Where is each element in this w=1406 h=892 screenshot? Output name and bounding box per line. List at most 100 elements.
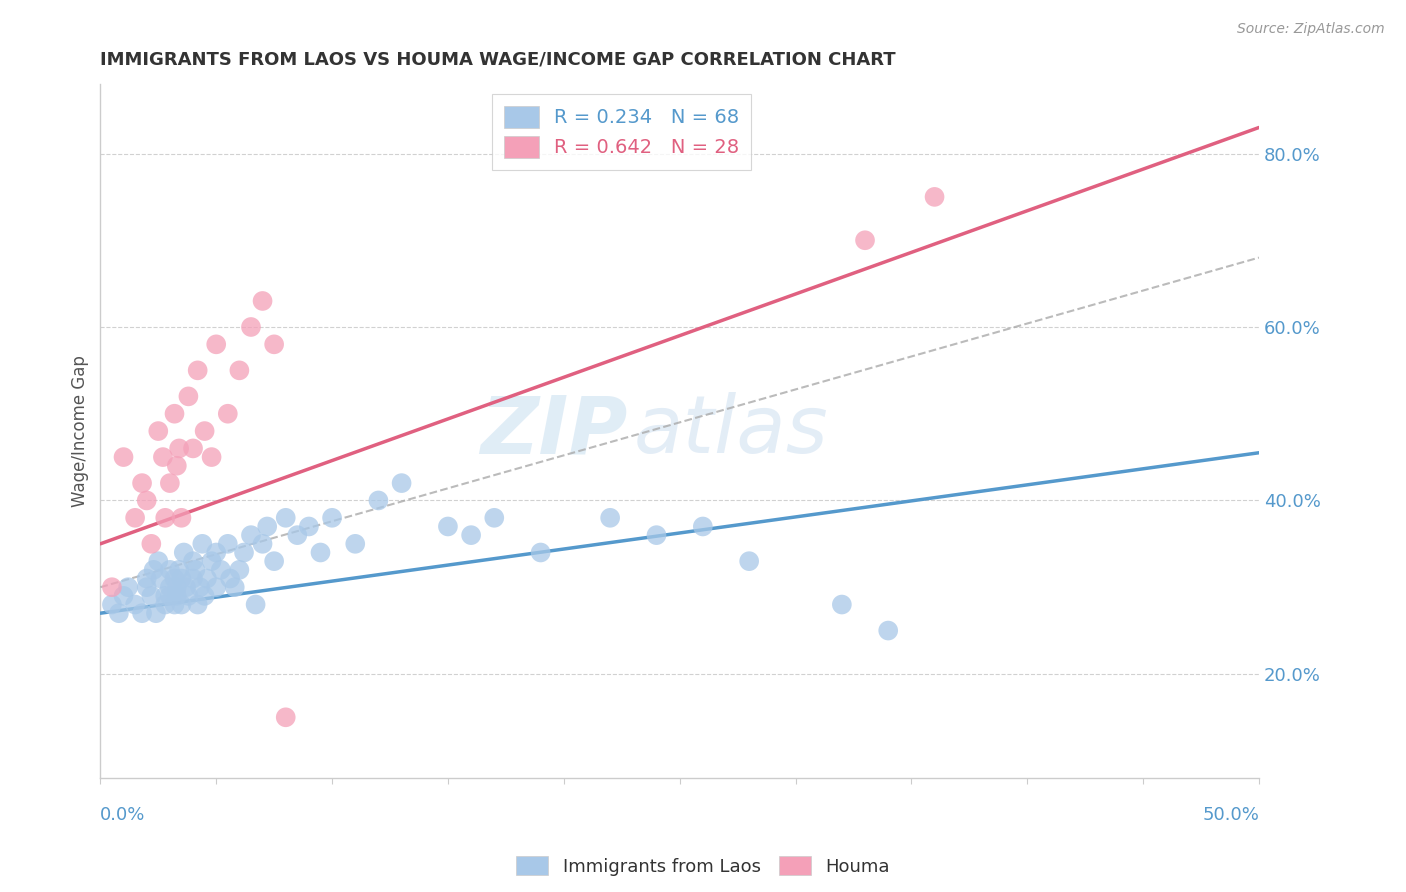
Point — [108, 606, 131, 620]
Point — [344, 537, 367, 551]
Point — [191, 537, 214, 551]
Point — [877, 624, 900, 638]
Point — [148, 424, 170, 438]
Point — [853, 233, 876, 247]
Point — [170, 598, 193, 612]
Point — [141, 537, 163, 551]
Point — [177, 389, 200, 403]
Text: 50.0%: 50.0% — [1202, 805, 1258, 823]
Point — [217, 537, 239, 551]
Point — [321, 510, 343, 524]
Point — [112, 450, 135, 464]
Point — [460, 528, 482, 542]
Point — [135, 493, 157, 508]
Point — [101, 598, 124, 612]
Point — [163, 598, 186, 612]
Point — [219, 572, 242, 586]
Point — [924, 190, 946, 204]
Point — [239, 528, 262, 542]
Point — [298, 519, 321, 533]
Point — [309, 545, 332, 559]
Text: atlas: atlas — [633, 392, 828, 470]
Point — [692, 519, 714, 533]
Point — [135, 580, 157, 594]
Point — [174, 580, 197, 594]
Point — [148, 554, 170, 568]
Point — [252, 537, 274, 551]
Point — [195, 572, 218, 586]
Point — [285, 528, 308, 542]
Point — [228, 363, 250, 377]
Point — [159, 589, 181, 603]
Point — [101, 580, 124, 594]
Point — [131, 476, 153, 491]
Point — [209, 563, 232, 577]
Point — [599, 510, 621, 524]
Point — [205, 545, 228, 559]
Point — [205, 580, 228, 594]
Point — [159, 580, 181, 594]
Point — [159, 476, 181, 491]
Point — [256, 519, 278, 533]
Point — [131, 606, 153, 620]
Point — [155, 510, 177, 524]
Point — [738, 554, 761, 568]
Point — [124, 598, 146, 612]
Point — [163, 572, 186, 586]
Point — [530, 545, 553, 559]
Point — [181, 442, 204, 456]
Point — [367, 493, 389, 508]
Point — [228, 563, 250, 577]
Text: IMMIGRANTS FROM LAOS VS HOUMA WAGE/INCOME GAP CORRELATION CHART: IMMIGRANTS FROM LAOS VS HOUMA WAGE/INCOM… — [100, 51, 896, 69]
Text: 0.0%: 0.0% — [100, 805, 146, 823]
Point — [224, 580, 246, 594]
Point — [233, 545, 256, 559]
Point — [173, 545, 195, 559]
Point — [155, 598, 177, 612]
Point — [166, 458, 188, 473]
Legend: Immigrants from Laos, Houma: Immigrants from Laos, Houma — [509, 849, 897, 883]
Point — [152, 450, 174, 464]
Point — [217, 407, 239, 421]
Point — [142, 563, 165, 577]
Point — [263, 554, 285, 568]
Point — [437, 519, 460, 533]
Point — [181, 554, 204, 568]
Point — [252, 293, 274, 308]
Point — [117, 580, 139, 594]
Point — [263, 337, 285, 351]
Point — [391, 476, 413, 491]
Point — [484, 510, 506, 524]
Point — [184, 563, 207, 577]
Y-axis label: Wage/Income Gap: Wage/Income Gap — [72, 355, 89, 507]
Point — [112, 589, 135, 603]
Point — [145, 606, 167, 620]
Point — [155, 589, 177, 603]
Point — [200, 554, 222, 568]
Point — [187, 598, 209, 612]
Point — [187, 363, 209, 377]
Text: Source: ZipAtlas.com: Source: ZipAtlas.com — [1237, 22, 1385, 37]
Point — [274, 710, 297, 724]
Point — [274, 510, 297, 524]
Point — [177, 589, 200, 603]
Point — [181, 572, 204, 586]
Point — [239, 320, 262, 334]
Point — [149, 572, 172, 586]
Point — [645, 528, 668, 542]
Point — [205, 337, 228, 351]
Point — [167, 442, 190, 456]
Legend: R = 0.234   N = 68, R = 0.642   N = 28: R = 0.234 N = 68, R = 0.642 N = 28 — [492, 94, 751, 169]
Point — [188, 580, 211, 594]
Point — [141, 589, 163, 603]
Text: ZIP: ZIP — [479, 392, 627, 470]
Point — [167, 563, 190, 577]
Point — [166, 580, 188, 594]
Point — [170, 572, 193, 586]
Point — [200, 450, 222, 464]
Point — [170, 510, 193, 524]
Point — [163, 407, 186, 421]
Point — [166, 589, 188, 603]
Point — [135, 572, 157, 586]
Point — [124, 510, 146, 524]
